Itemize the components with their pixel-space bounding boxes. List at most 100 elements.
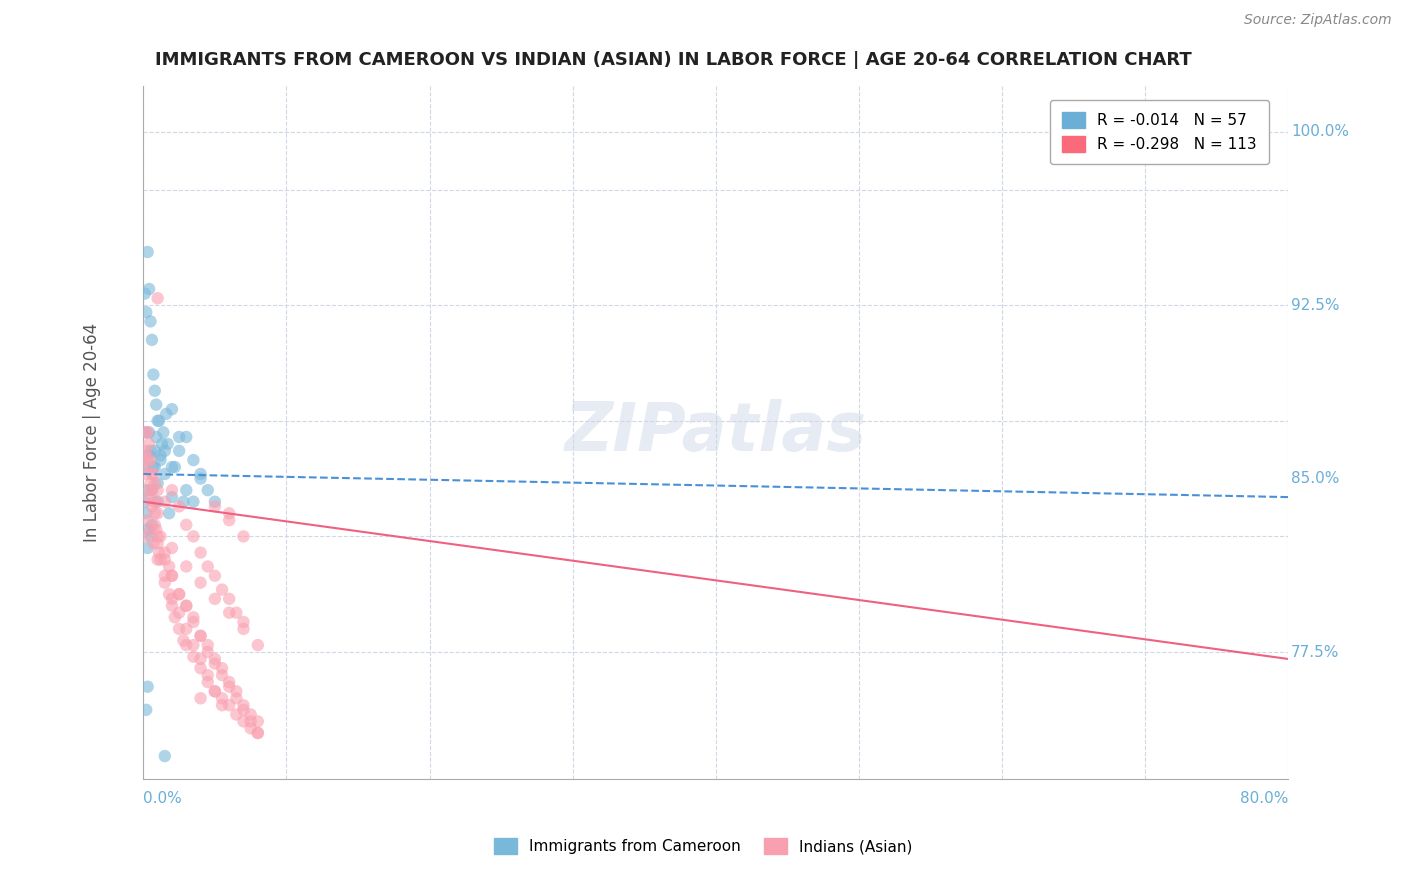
Point	[150, 437, 173, 451]
Point	[174, 622, 197, 636]
Point	[232, 698, 254, 713]
Point	[163, 610, 186, 624]
Point	[136, 453, 159, 467]
Point	[211, 698, 233, 713]
Point	[142, 467, 165, 481]
Point	[211, 668, 233, 682]
Point	[139, 453, 162, 467]
Point	[135, 483, 157, 498]
Point	[136, 541, 159, 555]
Point	[142, 494, 165, 508]
Point	[232, 703, 254, 717]
Point	[139, 523, 162, 537]
Point	[146, 536, 169, 550]
Point	[135, 305, 157, 319]
Point	[135, 443, 157, 458]
Text: In Labor Force | Age 20-64: In Labor Force | Age 20-64	[83, 323, 101, 542]
Point	[167, 606, 190, 620]
Point	[163, 460, 186, 475]
Point	[190, 545, 212, 559]
Point	[157, 559, 180, 574]
Point	[141, 483, 163, 498]
Point	[160, 460, 183, 475]
Point	[146, 494, 169, 508]
Point	[160, 591, 183, 606]
Point	[246, 726, 269, 740]
Point	[246, 638, 269, 652]
Point	[153, 552, 176, 566]
Point	[136, 680, 159, 694]
Point	[174, 638, 197, 652]
Point	[134, 529, 156, 543]
Point	[246, 714, 269, 729]
Text: 92.5%: 92.5%	[1291, 298, 1340, 313]
Point	[153, 568, 176, 582]
Point	[211, 661, 233, 675]
Point	[143, 506, 166, 520]
Point	[172, 633, 194, 648]
Point	[190, 472, 212, 486]
Point	[167, 443, 190, 458]
Point	[174, 599, 197, 613]
Text: 80.0%: 80.0%	[1240, 790, 1288, 805]
Point	[142, 368, 165, 382]
Point	[190, 691, 212, 706]
Point	[135, 425, 157, 440]
Point	[239, 707, 262, 722]
Point	[138, 490, 160, 504]
Point	[153, 575, 176, 590]
Text: 0.0%: 0.0%	[143, 790, 183, 805]
Point	[239, 722, 262, 736]
Point	[146, 483, 169, 498]
Point	[204, 652, 226, 666]
Point	[218, 698, 240, 713]
Point	[218, 675, 240, 690]
Point	[167, 500, 190, 514]
Point	[145, 523, 167, 537]
Point	[149, 449, 172, 463]
Point	[225, 707, 247, 722]
Point	[134, 460, 156, 475]
Point	[232, 529, 254, 543]
Point	[218, 606, 240, 620]
Point	[225, 684, 247, 698]
Point	[172, 494, 194, 508]
Point	[146, 506, 169, 520]
Point	[134, 425, 156, 440]
Point	[232, 714, 254, 729]
Point	[190, 575, 212, 590]
Point	[218, 591, 240, 606]
Point	[143, 517, 166, 532]
Point	[136, 425, 159, 440]
Point	[246, 726, 269, 740]
Point	[138, 425, 160, 440]
Point	[138, 449, 160, 463]
Point	[136, 523, 159, 537]
Point	[134, 286, 156, 301]
Point	[204, 568, 226, 582]
Point	[190, 652, 212, 666]
Point	[141, 517, 163, 532]
Point	[153, 443, 176, 458]
Point	[183, 529, 205, 543]
Point	[204, 500, 226, 514]
Point	[174, 517, 197, 532]
Point	[138, 483, 160, 498]
Point	[135, 467, 157, 481]
Point	[167, 587, 190, 601]
Point	[153, 749, 176, 764]
Point	[190, 629, 212, 643]
Point	[204, 684, 226, 698]
Point	[146, 529, 169, 543]
Legend: R = -0.014   N = 57, R = -0.298   N = 113: R = -0.014 N = 57, R = -0.298 N = 113	[1050, 100, 1270, 164]
Point	[183, 453, 205, 467]
Point	[204, 657, 226, 671]
Text: 100.0%: 100.0%	[1291, 124, 1348, 139]
Point	[183, 610, 205, 624]
Point	[204, 591, 226, 606]
Point	[167, 622, 190, 636]
Point	[146, 476, 169, 491]
Point	[197, 559, 219, 574]
Point	[174, 599, 197, 613]
Point	[225, 606, 247, 620]
